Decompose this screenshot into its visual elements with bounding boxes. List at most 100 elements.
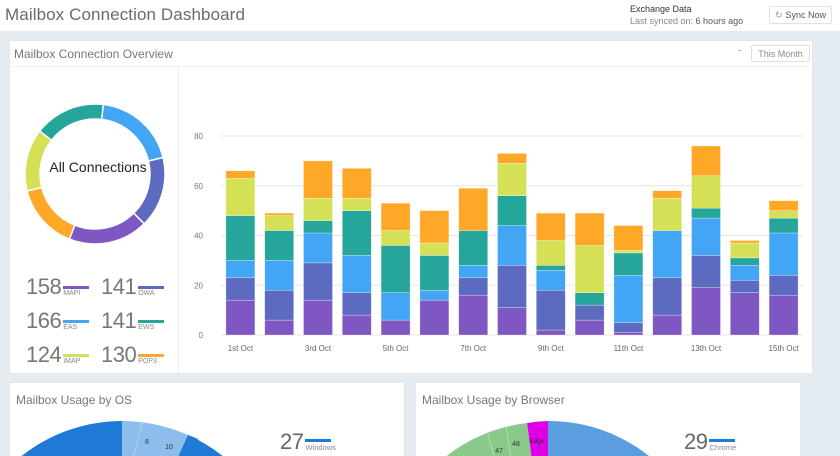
bar-segment-pop3[interactable] xyxy=(613,225,644,251)
bar-segment-imap[interactable] xyxy=(536,240,566,266)
bar-segment-owa[interactable] xyxy=(574,304,605,321)
pie-slice-windows[interactable] xyxy=(122,420,188,456)
bar-segment-imap[interactable] xyxy=(652,197,682,231)
bar-segment-imap[interactable] xyxy=(768,210,799,219)
donut-slice-eas[interactable] xyxy=(100,103,164,162)
bar-segment-mapi[interactable] xyxy=(574,319,605,336)
bar-segment-pop3[interactable] xyxy=(536,212,566,241)
bar-segment-ews[interactable] xyxy=(458,230,488,266)
bar-segment-mapi[interactable] xyxy=(303,299,333,336)
bar-segment-eas[interactable] xyxy=(458,265,488,279)
bar-segment-owa[interactable] xyxy=(264,289,294,321)
bar-segment-pop3[interactable] xyxy=(574,212,605,246)
bar-segment-owa[interactable] xyxy=(497,265,527,308)
bar-segment-ews[interactable] xyxy=(303,220,333,234)
bar-segment-eas[interactable] xyxy=(497,225,527,266)
bar-segment-pop3[interactable] xyxy=(264,212,294,216)
bar-segment-eas[interactable] xyxy=(536,270,566,291)
donut-slice-ews[interactable] xyxy=(38,103,105,142)
bar-segment-pop3[interactable] xyxy=(652,190,682,199)
bar-segment-owa[interactable] xyxy=(768,275,799,296)
bar-segment-pop3[interactable] xyxy=(303,160,333,199)
pie-slice-chrome[interactable] xyxy=(548,420,676,456)
bar-segment-owa[interactable] xyxy=(225,277,256,301)
bar-segment-imap[interactable] xyxy=(497,163,527,196)
bar-segment-owa[interactable] xyxy=(613,322,644,333)
bar-segment-eas[interactable] xyxy=(730,265,760,281)
bar-segment-pop3[interactable] xyxy=(497,153,527,164)
bar-segment-imap[interactable] xyxy=(303,197,333,221)
bar-segment-imap[interactable] xyxy=(225,178,256,216)
bar-segment-mapi[interactable] xyxy=(342,314,372,336)
bar-segment-mapi[interactable] xyxy=(768,294,799,336)
bar-segment-eas[interactable] xyxy=(419,289,450,301)
sync-now-button[interactable]: ↻ Sync Now xyxy=(769,6,832,24)
bar-segment-mapi[interactable] xyxy=(652,314,682,336)
bar-segment-imap[interactable] xyxy=(264,215,294,231)
bar-segment-imap[interactable] xyxy=(613,250,644,254)
bar-segment-mapi[interactable] xyxy=(225,299,256,336)
bar-segment-ews[interactable] xyxy=(497,195,527,226)
pie-slice-mac[interactable] xyxy=(122,435,198,456)
bar-segment-mapi[interactable] xyxy=(730,292,760,336)
bar-segment-eas[interactable] xyxy=(691,217,721,256)
bar-segment-owa[interactable] xyxy=(536,289,566,331)
bar-segment-owa[interactable] xyxy=(652,277,682,316)
bar-segment-ews[interactable] xyxy=(730,257,760,266)
bar-segment-mapi[interactable] xyxy=(419,299,450,336)
bar-segment-ews[interactable] xyxy=(574,292,605,306)
donut-slice-mapi[interactable] xyxy=(68,212,146,245)
bar-segment-mapi[interactable] xyxy=(613,332,644,336)
bar-segment-owa[interactable] xyxy=(303,262,333,301)
bar-segment-imap[interactable] xyxy=(380,230,411,246)
bar-segment-owa[interactable] xyxy=(458,277,488,296)
bar-segment-ews[interactable] xyxy=(613,252,644,276)
bar-segment-pop3[interactable] xyxy=(225,170,256,179)
bar-segment-mapi[interactable] xyxy=(497,307,527,336)
bar-segment-eas[interactable] xyxy=(225,260,256,279)
bar-segment-mapi[interactable] xyxy=(691,287,721,336)
bar-segment-imap[interactable] xyxy=(730,242,760,259)
bar-segment-ews[interactable] xyxy=(419,255,450,291)
legend-value: 158 xyxy=(26,274,62,299)
bar-segment-eas[interactable] xyxy=(380,292,411,321)
bar-segment-eas[interactable] xyxy=(768,232,799,276)
period-select-button[interactable]: This Month xyxy=(751,45,810,62)
bar-segment-pop3[interactable] xyxy=(380,202,411,231)
bar-segment-owa[interactable] xyxy=(730,280,760,293)
bar-segment-imap[interactable] xyxy=(419,242,450,256)
bar-segment-eas[interactable] xyxy=(652,230,682,279)
collapse-toggle[interactable]: - xyxy=(738,45,741,55)
bar-segment-mapi[interactable] xyxy=(264,319,294,336)
bar-segment-imap[interactable] xyxy=(691,175,721,209)
bar-segment-pop3[interactable] xyxy=(691,145,721,177)
bar-segment-ews[interactable] xyxy=(342,210,372,256)
bar-segment-pop3[interactable] xyxy=(342,168,372,199)
bar-segment-ews[interactable] xyxy=(691,207,721,219)
bar-segment-owa[interactable] xyxy=(342,292,372,316)
donut-slice-pop3[interactable] xyxy=(26,186,76,241)
bar-segment-eas[interactable] xyxy=(303,232,333,264)
pie-slice-main[interactable] xyxy=(10,421,284,456)
pie-slice-other[interactable] xyxy=(444,423,548,456)
last-synced-prefix: Last synced on: xyxy=(630,16,696,26)
bar-segment-ews[interactable] xyxy=(225,215,256,261)
bar-segment-mapi[interactable] xyxy=(536,329,566,336)
bar-segment-imap[interactable] xyxy=(342,197,372,211)
bar-segment-eas[interactable] xyxy=(342,255,372,293)
bar-segment-pop3[interactable] xyxy=(768,200,799,211)
bar-segment-mapi[interactable] xyxy=(458,294,488,336)
bar-segment-eas[interactable] xyxy=(613,275,644,323)
bar-segment-imap[interactable] xyxy=(574,245,605,293)
bar-segment-eas[interactable] xyxy=(264,260,294,291)
bar-segment-pop3[interactable] xyxy=(730,240,760,244)
bar-segment-mapi[interactable] xyxy=(380,319,411,336)
bar-segment-ews[interactable] xyxy=(536,265,566,271)
bar-segment-pop3[interactable] xyxy=(419,210,450,244)
bar-segment-ews[interactable] xyxy=(768,217,799,234)
bar-segment-pop3[interactable] xyxy=(458,187,488,231)
bar-segment-owa[interactable] xyxy=(691,255,721,288)
pie-slice-edge[interactable] xyxy=(527,421,548,456)
bar-segment-ews[interactable] xyxy=(380,245,411,293)
bar-segment-ews[interactable] xyxy=(264,230,294,261)
